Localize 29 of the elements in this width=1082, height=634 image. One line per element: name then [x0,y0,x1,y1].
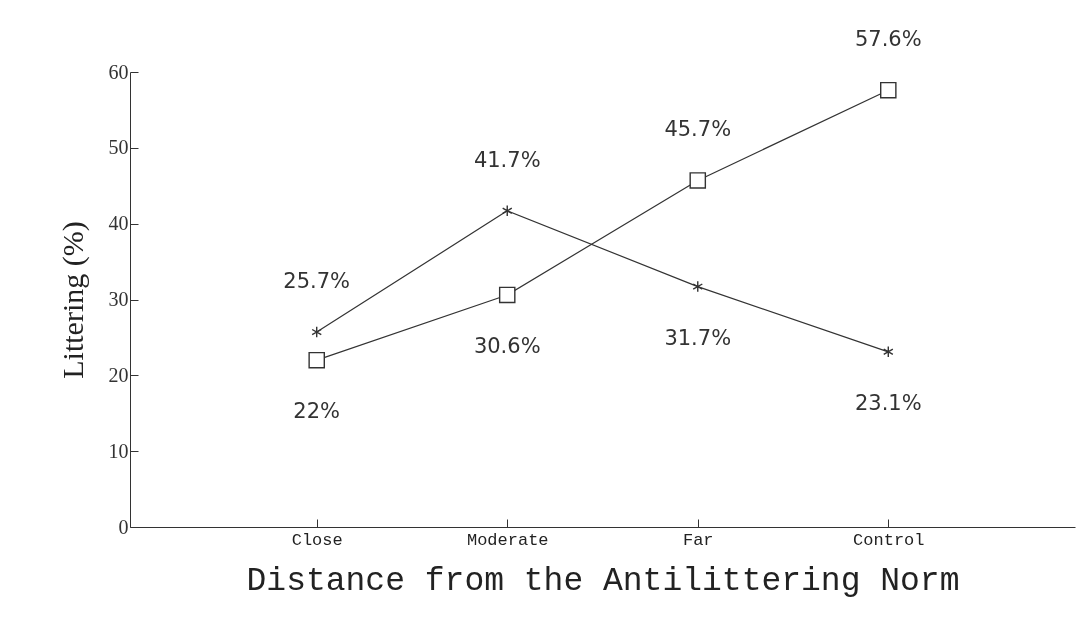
data-label: 22% [293,399,341,424]
point [501,204,513,217]
x-tick-label: Close [291,530,343,550]
data-label: 23.1% [854,390,922,415]
point [880,81,897,99]
x-tick-label: Moderate [466,530,549,550]
x-tick-label: Far [682,530,714,550]
data-label: 31.7% [664,325,732,350]
x-tick-label: Control [853,530,925,550]
y-tick-label: 0 [118,515,129,538]
y-tick-label: 50 [108,136,129,159]
point [692,280,704,293]
y-tick-label: 20 [108,363,129,386]
point [311,326,322,339]
data-label: 25.7% [283,269,351,294]
y-tick-label: 60 [108,60,129,83]
data-label: 30.6% [473,333,541,358]
point [308,351,325,369]
point [498,286,516,304]
x-axis-title: Distance from the Antilittering Norm [246,562,960,600]
point [883,345,894,358]
y-tick-label: 10 [108,439,129,462]
point [689,172,707,189]
data-label: 45.7% [664,117,732,142]
y-axis-title: Littering (%) [55,221,90,379]
data-label: 41.7% [473,147,541,172]
data-label: 57.6% [854,27,922,52]
y-tick-label: 30 [108,288,129,310]
y-tick-label: 40 [108,212,129,235]
